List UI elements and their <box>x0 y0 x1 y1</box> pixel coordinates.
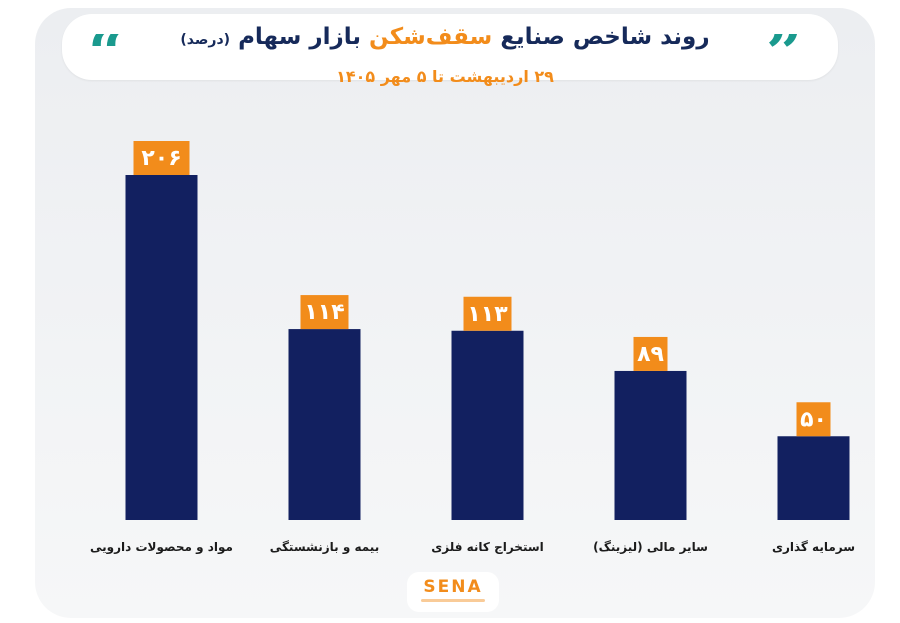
category-label-3: استخراج کانه فلزی <box>431 540 544 554</box>
title-part-1: روند شاخص صنایع <box>500 24 710 50</box>
category-label-2: بیمه و بازنشستگی <box>270 540 379 555</box>
chart-title: روند شاخص صنایع سقف‌شکن بازار سهام (درصد… <box>130 24 760 50</box>
category-label-4: سایر مالی (لیزینگ) <box>593 540 708 554</box>
value-label-bg-3 <box>463 296 512 331</box>
value-label-bg-5 <box>796 402 831 437</box>
logo-tagline-mark <box>407 599 499 603</box>
open-quote-icon: “ <box>88 34 125 74</box>
bar-3 <box>451 330 524 520</box>
value-label-3: ۱۱۳ <box>467 302 508 327</box>
value-label-bg-4 <box>633 336 668 371</box>
title-highlight: سقف‌شکن <box>369 24 493 50</box>
value-label-1: ۲۰۶ <box>141 146 181 171</box>
title-banner <box>62 14 838 80</box>
bar-4 <box>614 370 687 520</box>
logo-text: SENA <box>423 577 483 597</box>
value-label-4: ۸۹ <box>637 342 664 367</box>
value-label-2: ۱۱۴ <box>304 300 344 325</box>
bar-2 <box>288 329 361 520</box>
sena-logo: SENA <box>407 572 499 612</box>
chart-subtitle: ۲۹ اردیبهشت تا ۵ مهر ۱۴۰۵ <box>336 67 554 86</box>
category-label-1: مواد و محصولات دارویی <box>90 540 233 555</box>
title-part-2: بازار سهام <box>238 24 362 50</box>
value-label-5: ۵۰ <box>800 407 827 432</box>
bar-1 <box>125 175 198 520</box>
title-unit: (درصد) <box>180 32 231 48</box>
value-label-bg-1 <box>133 141 190 175</box>
bar-5 <box>777 436 850 520</box>
value-label-bg-2 <box>300 295 349 330</box>
close-quote-icon: ” <box>766 34 803 74</box>
category-label-5: سرمایه گذاری <box>772 540 855 554</box>
